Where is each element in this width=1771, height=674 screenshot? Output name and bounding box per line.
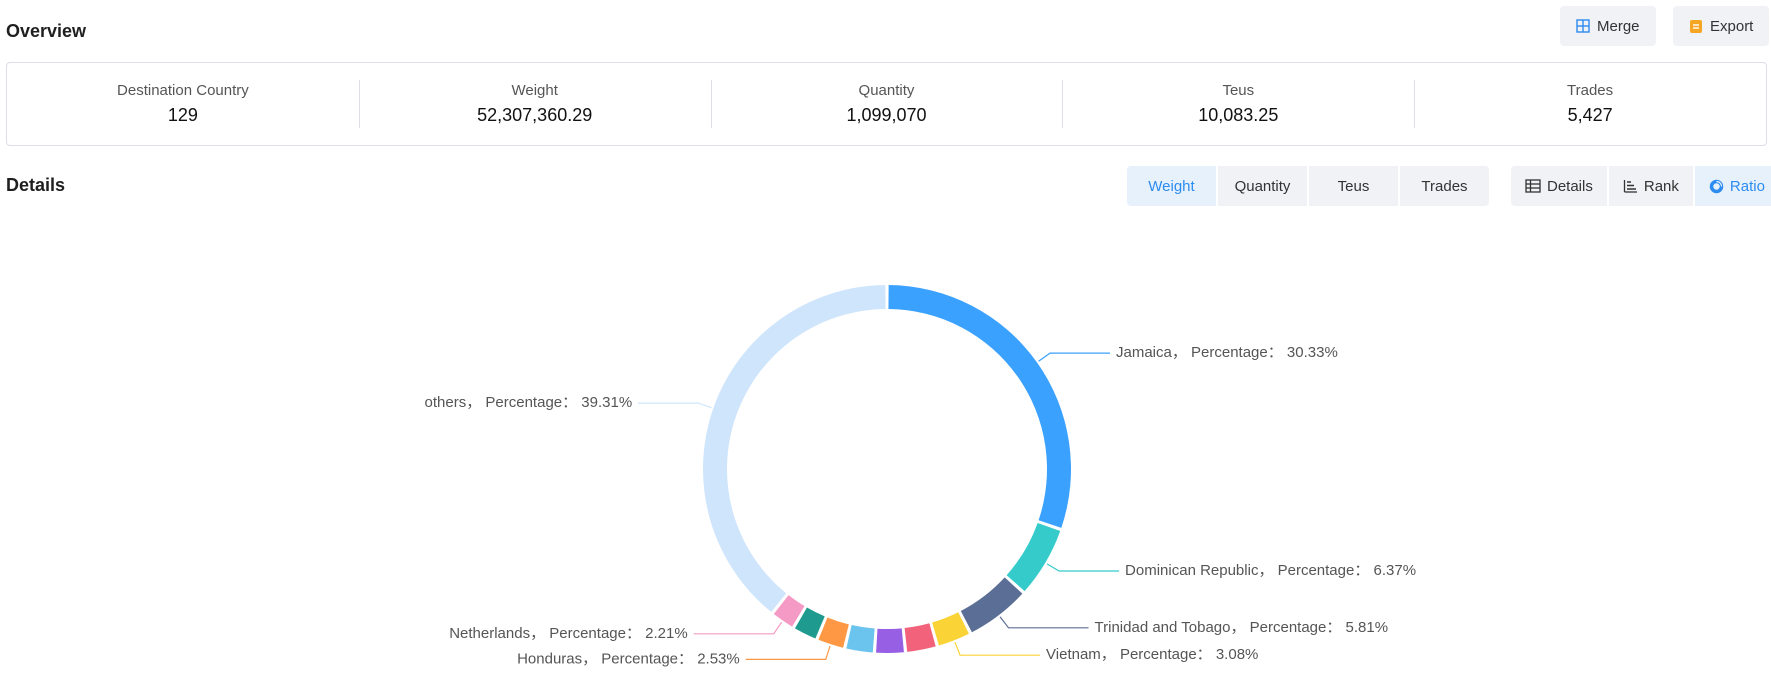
stat-value: 52,307,360.29 (477, 105, 593, 125)
donut-slice-dominican-republic[interactable] (1006, 522, 1061, 592)
stat-value: 10,083.25 (1198, 105, 1279, 125)
export-label: Export (1710, 17, 1754, 35)
stat-label: Trades (1567, 82, 1614, 99)
slice-label: Vietnam， Percentage： 3.08% (1046, 646, 1258, 663)
stat-weight: Weight 52,307,360.29 (358, 80, 711, 128)
stat-value: 129 (167, 105, 198, 125)
slice-leader-line (954, 641, 1041, 656)
donut-slice-unlabeled-4[interactable] (904, 623, 936, 652)
ratio-donut-chart: Jamaica， Percentage： 30.33% Dominican Rep… (425, 285, 1416, 667)
stat-destination-country: Destination Country 129 (7, 80, 359, 128)
slice-leader-line (693, 621, 783, 635)
view-details-label: Details (1547, 177, 1593, 195)
merge-button[interactable]: Merge (1560, 6, 1656, 46)
merge-icon (1576, 19, 1590, 33)
slice-leader-line (745, 645, 831, 660)
metric-tabs: Weight Quantity Teus Trades (1127, 166, 1489, 206)
export-button[interactable]: Export (1673, 6, 1770, 46)
slice-leader-line (1038, 352, 1111, 362)
stat-value: 5,427 (1567, 105, 1613, 125)
slice-leader-line (1046, 563, 1120, 572)
stat-label: Teus (1222, 82, 1255, 99)
merge-label: Merge (1597, 17, 1640, 35)
donut-slice-vietnam[interactable] (932, 612, 969, 646)
table-icon (1525, 179, 1541, 193)
rank-icon (1623, 179, 1638, 193)
slice-label: Dominican Republic， Percentage： 6.37% (1125, 562, 1416, 579)
stat-value: 1,099,070 (846, 105, 927, 125)
view-rank-label: Rank (1643, 177, 1679, 195)
donut-chart-icon (1709, 179, 1724, 194)
slice-label: others， Percentage： 39.31% (425, 394, 633, 411)
donut-slice-trinidad-and-tobago[interactable] (960, 577, 1023, 633)
view-rank-button[interactable]: Rank (1608, 166, 1693, 206)
stat-label: Weight (511, 82, 558, 99)
tab-teus[interactable]: Teus (1309, 166, 1398, 206)
tab-trades[interactable]: Trades (1400, 166, 1489, 206)
donut-slice-honduras[interactable] (818, 617, 849, 648)
export-icon (1689, 19, 1703, 34)
stat-label: Quantity (858, 82, 915, 99)
donut-slice-unlabeled-8[interactable] (794, 607, 825, 639)
view-details-button[interactable]: Details (1511, 166, 1607, 206)
tab-quantity[interactable]: Quantity (1218, 166, 1307, 206)
slice-label: Honduras， Percentage： 2.53% (517, 650, 740, 667)
slice-leader-line (638, 402, 712, 409)
donut-slice-others[interactable] (703, 285, 886, 612)
stat-quantity: Quantity 1,099,070 (710, 80, 1063, 128)
stat-trades: Trades 5,427 (1414, 80, 1766, 128)
donut-slice-unlabeled-6[interactable] (846, 625, 875, 653)
donut-slice-jamaica[interactable] (888, 285, 1071, 528)
slice-label: Trinidad and Tobago， Percentage： 5.81% (1095, 619, 1389, 636)
slice-leader-line (999, 616, 1089, 629)
view-ratio-button[interactable]: Ratio (1694, 166, 1771, 206)
slice-label: Netherlands， Percentage： 2.21% (449, 625, 687, 642)
donut-slice-unlabeled-5[interactable] (876, 628, 904, 653)
tab-weight[interactable]: Weight (1127, 166, 1216, 206)
overview-summary: Destination Country 129 Weight 52,307,36… (6, 62, 1767, 146)
view-ratio-label: Ratio (1729, 177, 1765, 195)
stat-teus: Teus 10,083.25 (1062, 80, 1414, 128)
slice-label: Jamaica， Percentage： 30.33% (1116, 344, 1338, 361)
overview-title: Overview (6, 21, 87, 41)
view-tabs: Details Rank Ratio (1511, 166, 1771, 206)
details-title: Details (6, 175, 66, 195)
stat-label: Destination Country (117, 82, 249, 99)
donut-slice-netherlands[interactable] (773, 595, 805, 627)
